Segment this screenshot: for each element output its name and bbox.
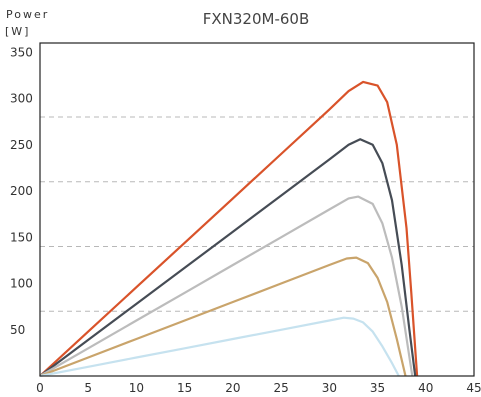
x-tick-label: 15 (177, 381, 192, 395)
x-tick-label: 40 (418, 381, 433, 395)
x-axis-ticks: 0 5 10 15 20 25 30 35 40 45 (36, 381, 481, 395)
y-tick-label: 300 (10, 92, 33, 106)
x-tick-label: 30 (322, 381, 337, 395)
y-tick-label: 150 (10, 230, 33, 244)
x-tick-label: 5 (84, 381, 92, 395)
chart-title: FXN320M-60B (203, 10, 310, 28)
y-axis-label: Power (6, 8, 49, 21)
x-tick-label: 20 (225, 381, 240, 395)
power-curve-3 (39, 195, 414, 377)
y-tick-label: 100 (10, 277, 33, 291)
y-tick-label: 200 (10, 184, 33, 198)
power-curve-2 (39, 138, 417, 377)
power-curve-4 (39, 256, 407, 378)
plot-frame (39, 42, 475, 377)
x-tick-label: 10 (129, 381, 144, 395)
x-tick-label: 0 (36, 381, 44, 395)
y-tick-label: 250 (10, 138, 33, 152)
power-curve-1 (39, 80, 419, 377)
x-tick-label: 45 (466, 381, 481, 395)
y-tick-label: 350 (10, 45, 33, 59)
x-tick-label: 25 (273, 381, 288, 395)
y-axis-ticks: 50 100 150 200 250 300 350 (10, 45, 33, 337)
power-curves (39, 80, 419, 378)
y-axis-unit: [W] (5, 25, 30, 38)
y-tick-label: 50 (10, 323, 25, 337)
power-curve-5 (39, 316, 400, 378)
x-tick-label: 35 (370, 381, 385, 395)
